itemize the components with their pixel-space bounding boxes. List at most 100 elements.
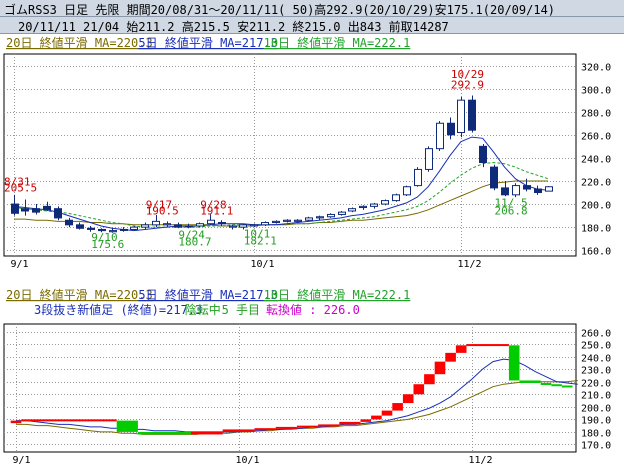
price-annotation: 10/1 (244, 228, 270, 241)
price-annotation: 182.1 (244, 234, 277, 247)
sub-legend-entry: 10日 終値平滑 MA=222.1 (264, 287, 411, 302)
candle-body (534, 188, 542, 194)
sub-ytick-label: 220.0 (581, 379, 611, 390)
price-annotation: 190.5 (146, 204, 179, 217)
break-block (360, 419, 372, 422)
break-block (551, 384, 562, 387)
candle-body (32, 208, 40, 213)
price-annotation: 205.5 (4, 181, 37, 194)
break-block (402, 394, 414, 404)
ma5-line (13, 136, 549, 232)
main-ytick-label: 200.0 (581, 201, 611, 212)
break-block (10, 420, 22, 424)
candle-body (381, 200, 389, 205)
break-block (318, 424, 340, 427)
candle-body (523, 185, 531, 190)
break-block (381, 410, 393, 416)
price-annotation: 191.1 (200, 204, 233, 217)
sub-ytick-label: 180.0 (581, 429, 611, 440)
candle-body (196, 223, 204, 227)
candle-body (512, 185, 520, 196)
candle-body (501, 187, 509, 196)
sub-ytick-label: 200.0 (581, 404, 611, 415)
main-ytick-label: 220.0 (581, 178, 611, 189)
header-line1: ゴムRSS3 日足 先限 期間20/08/31～20/11/11( 50)高29… (4, 3, 556, 17)
candle-body (239, 224, 247, 228)
price-annotation: 292.9 (451, 79, 484, 92)
price-annotation: 9/10 (91, 231, 118, 244)
candle-body (436, 122, 444, 150)
candle-body (457, 99, 465, 133)
candle-body (305, 217, 313, 221)
break-block (508, 345, 520, 381)
candle-body (479, 145, 487, 164)
sub-xtick-label: 9/1 (13, 455, 31, 466)
sub-ytick-label: 260.0 (581, 329, 611, 340)
price-annotation: 11/ 5 (495, 196, 528, 209)
main-legend-entry: 5日 終値平滑 MA=217.3 (138, 35, 277, 50)
price-annotation: 175.6 (91, 238, 124, 251)
sub-info-text: 陰転中 (185, 302, 221, 317)
candle-body (468, 99, 476, 131)
candle-body (141, 224, 149, 228)
sub-legend-entry: 20日 終値平滑 MA=220.3 (6, 287, 153, 302)
break-block (519, 380, 541, 383)
candle-body (272, 220, 280, 224)
main-ytick-label: 180.0 (581, 224, 611, 235)
candle-body (425, 148, 433, 170)
sub-ytick-label: 230.0 (581, 366, 611, 377)
break-block (137, 431, 191, 435)
break-block (392, 403, 403, 411)
main-xtick-label: 10/1 (251, 259, 275, 270)
ma20-line (14, 180, 549, 227)
main-xtick-label: 11/2 (458, 259, 482, 270)
main-legend-entry: 20日 終値平滑 MA=220.3 (6, 35, 153, 50)
candle-body (163, 223, 171, 226)
sub-ytick-label: 170.0 (581, 441, 611, 452)
header-bar: ゴムRSS3 日足 先限 期間20/08/31～20/11/11( 50)高29… (0, 0, 624, 17)
sub-info-text: 5 手目 (222, 303, 260, 317)
break-block (190, 431, 223, 435)
candle-body (348, 208, 356, 212)
main-legend-entry: 10日 終値平滑 MA=222.1 (264, 35, 411, 50)
candle-body (338, 211, 346, 215)
candle-body (109, 230, 117, 233)
candle-body (359, 205, 367, 209)
candle-body (174, 224, 182, 228)
main-ytick-label: 280.0 (581, 109, 611, 120)
sub-xtick-label: 10/1 (236, 455, 260, 466)
price-annotation: 9/24 (178, 229, 205, 242)
break-block (455, 345, 467, 353)
candle-body (545, 186, 553, 192)
break-block (445, 352, 456, 362)
main-ytick-label: 320.0 (581, 63, 611, 74)
break-block (275, 426, 297, 429)
sub-ytick-label: 210.0 (581, 391, 611, 402)
candle-body (283, 219, 291, 222)
break-block (466, 344, 509, 347)
sub-ytick-label: 240.0 (581, 354, 611, 365)
candle-body (229, 225, 237, 228)
break-block (413, 384, 425, 395)
candle-body (370, 203, 378, 207)
main-plot-frame (3, 53, 577, 257)
candle-body (447, 122, 455, 136)
candle-body (98, 228, 106, 232)
candle-body (327, 213, 335, 218)
break-block (424, 374, 435, 385)
break-block (222, 429, 255, 432)
break-block (339, 421, 361, 425)
break-block (116, 420, 138, 432)
price-annotation: 9/17 (146, 199, 173, 212)
break-block (561, 385, 573, 388)
price-annotation: 180.7 (178, 236, 211, 249)
sub-info-text: 3段抜き新値足 (終値)=217.3 (34, 302, 202, 317)
candle-body (120, 228, 128, 231)
candle-body (403, 186, 411, 196)
candle-body (130, 226, 138, 230)
main-ytick-label: 300.0 (581, 86, 611, 97)
main-ytick-label: 260.0 (581, 132, 611, 143)
